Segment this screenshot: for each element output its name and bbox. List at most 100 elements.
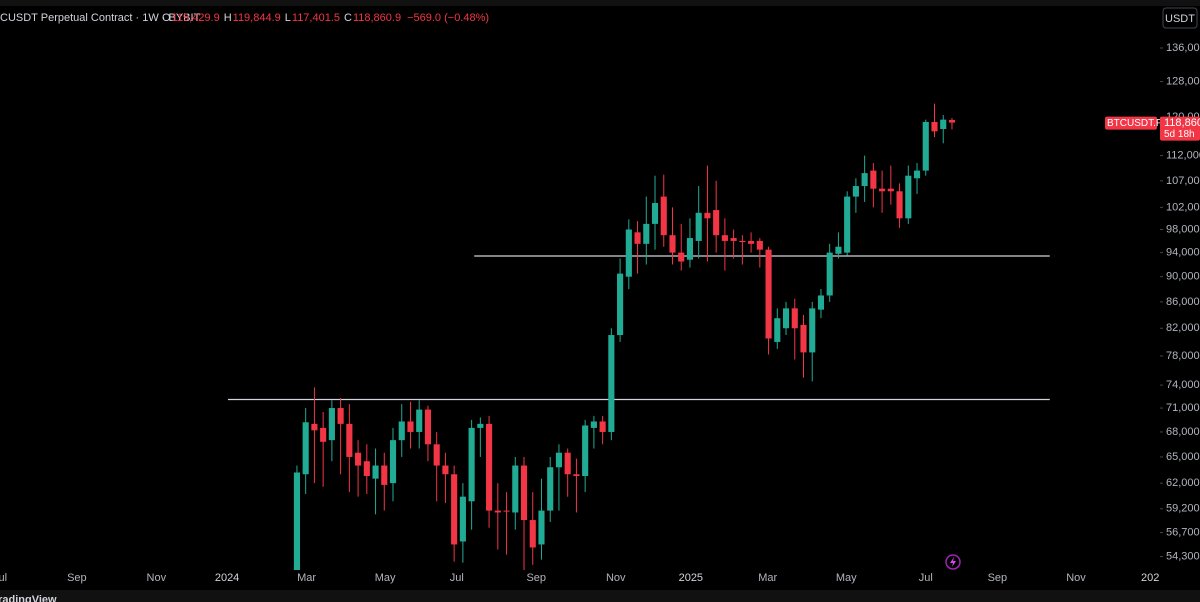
currency-box[interactable] — [1162, 7, 1198, 29]
ohlc-value: 119,429.9 — [172, 12, 220, 24]
candle-body — [922, 121, 929, 171]
candle-body — [896, 191, 903, 219]
candle-body — [940, 119, 947, 129]
candle-body — [686, 238, 694, 260]
y-tick-label: 90,000 — [1166, 271, 1200, 283]
candle-body — [582, 425, 589, 477]
ohlc-key: H — [224, 12, 232, 24]
x-tick-label: Mar — [758, 572, 777, 584]
ohlc-value: 118,860.9 — [353, 12, 401, 24]
ohlc-value: 117,401.5 — [292, 12, 340, 24]
footer-strip — [0, 590, 1200, 602]
price-tag-bg — [1160, 116, 1200, 141]
candle-body — [782, 308, 790, 329]
brand: TradingView — [0, 594, 57, 602]
symbol-tag: BTCUSDT.P — [1107, 118, 1163, 129]
candle-body — [791, 308, 798, 329]
candle-body — [599, 421, 606, 432]
candle-body — [311, 423, 318, 431]
x-tick-label: Sep — [67, 572, 87, 584]
candle-body — [477, 423, 484, 428]
candle-body — [713, 210, 720, 236]
candle-body — [433, 444, 440, 466]
candle-body — [835, 246, 842, 254]
x-tick-label: 202 — [1141, 572, 1159, 584]
candle-body — [459, 496, 466, 542]
candle-body — [887, 188, 894, 192]
y-tick-label: 82,000 — [1166, 322, 1200, 334]
x-tick-label: May — [375, 572, 396, 584]
plot — [227, 103, 1050, 570]
y-tick-label: 54,300 — [1166, 550, 1200, 562]
candle-body — [293, 472, 300, 570]
candle-body — [389, 440, 397, 484]
candle-body — [721, 235, 728, 241]
y-tick-label: 56,700 — [1166, 527, 1200, 539]
candle-body — [730, 238, 737, 241]
x-tick-label: Sep — [988, 572, 1008, 584]
change: −569.0 (−0.48%) — [407, 12, 489, 24]
candle-body — [494, 510, 501, 513]
y-tick-label: 74,000 — [1166, 379, 1200, 391]
x-tick-label: Jul — [450, 572, 464, 584]
x-tick-label: Jul — [0, 572, 7, 584]
candle-body — [852, 186, 859, 197]
axes: 54,300 56,700 59,200 62,000 65,000 68,000 71,0… — [0, 42, 1200, 584]
candle-body — [800, 324, 807, 353]
candle-body — [756, 240, 763, 250]
x-tick-label: Jul — [919, 572, 933, 584]
candle-body — [905, 175, 912, 219]
candle-body — [590, 421, 597, 428]
candle-body — [809, 308, 816, 353]
price-tag: 118,860 — [1164, 117, 1200, 129]
candle-body — [634, 232, 641, 244]
candle-body — [617, 273, 624, 336]
candle-body — [608, 335, 615, 432]
y-tick-label: 98,000 — [1166, 223, 1200, 235]
candle-body — [651, 203, 659, 224]
x-tick-label: 2024 — [215, 572, 239, 584]
candle-body — [870, 170, 877, 189]
candle-body — [861, 173, 868, 187]
candle-body — [625, 229, 632, 277]
x-tick-label: Nov — [606, 572, 626, 584]
y-tick-label: 62,000 — [1166, 477, 1200, 489]
candle-body — [381, 465, 388, 485]
candle-body — [765, 249, 772, 339]
y-tick-label: 102,000 — [1166, 201, 1200, 213]
candle-body — [704, 212, 711, 219]
alert-circle[interactable] — [945, 554, 961, 570]
x-tick-label: Nov — [1066, 572, 1086, 584]
candle-body — [337, 408, 344, 424]
ohlc-value: 119,844.9 — [233, 12, 281, 24]
candle-body — [678, 252, 685, 262]
alert-icon[interactable] — [945, 554, 961, 570]
countdown: 5d 18h — [1164, 129, 1195, 140]
candle-body — [564, 452, 571, 475]
x-tick-label: Mar — [297, 572, 316, 584]
ohlc-key: L — [285, 12, 291, 24]
candle-body — [416, 409, 423, 432]
y-tick-label: 78,000 — [1166, 350, 1200, 362]
candle-body — [355, 452, 362, 466]
candle-body — [643, 223, 650, 244]
top-strip — [0, 0, 1200, 6]
alert-bolt[interactable] — [950, 557, 956, 567]
currency[interactable]: USDT — [1165, 13, 1195, 25]
candle-body — [442, 465, 449, 475]
candle-body — [398, 421, 405, 441]
currency-button[interactable]: USDT — [1162, 7, 1198, 29]
y-tick-label: 59,200 — [1166, 503, 1200, 515]
candle-body — [573, 474, 580, 477]
candle-body — [660, 196, 667, 236]
candle-body — [948, 119, 956, 123]
candle-body — [879, 188, 886, 192]
y-tick-label: 71,000 — [1166, 402, 1200, 414]
x-tick-label: May — [836, 572, 857, 584]
candle-body — [346, 423, 353, 457]
candle-body — [538, 510, 545, 545]
y-tick-label: 68,000 — [1166, 426, 1200, 438]
